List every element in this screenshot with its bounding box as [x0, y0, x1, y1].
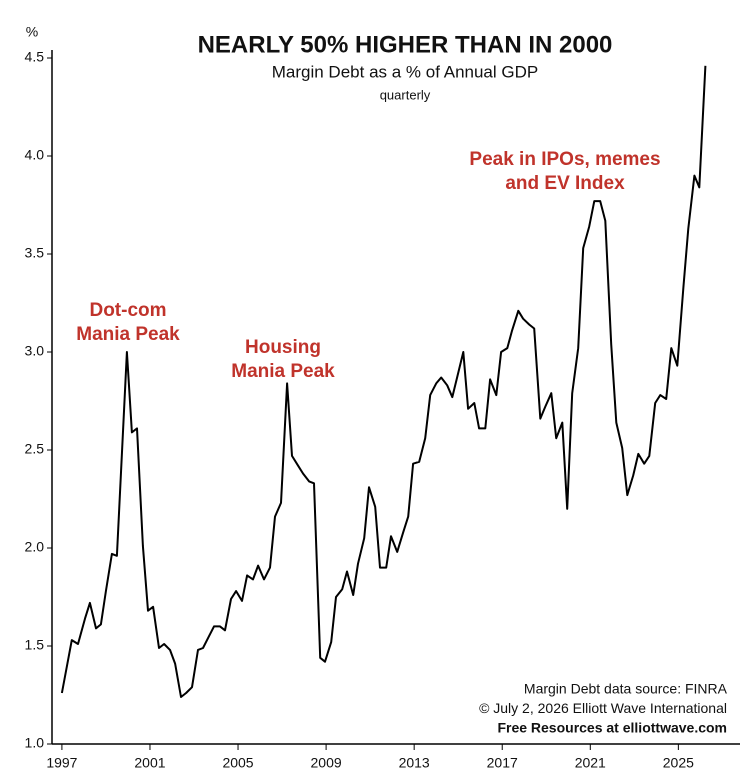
- y-tick-label: 4.5: [25, 49, 45, 65]
- y-tick-label: 1.0: [25, 735, 45, 751]
- data-line: [60, 65, 707, 698]
- x-tick-label: 2001: [134, 755, 165, 771]
- annotation: Dot-com: [89, 300, 166, 321]
- annotation: Peak in IPOs, memes: [469, 149, 660, 170]
- y-tick-label: 3.0: [25, 343, 45, 359]
- y-tick-label: 2.5: [25, 441, 45, 457]
- x-tick-label: 1997: [46, 755, 77, 771]
- annotation: Housing: [245, 337, 321, 358]
- y-tick-label: 2.0: [25, 539, 45, 555]
- y-tick-label: 4.0: [25, 147, 45, 163]
- x-tick-label: 2017: [487, 755, 518, 771]
- y-axis-label: %: [26, 24, 38, 40]
- source-note: Free Resources at elliottwave.com: [497, 720, 727, 736]
- chart-note: quarterly: [380, 87, 431, 102]
- y-tick-label: 3.5: [25, 245, 45, 261]
- annotation: Mania Peak: [231, 361, 335, 382]
- annotation: Mania Peak: [76, 324, 180, 345]
- source-note: © July 2, 2026 Elliott Wave Internationa…: [479, 700, 727, 716]
- x-tick-label: 2005: [222, 755, 253, 771]
- source-note: Margin Debt data source: FINRA: [524, 681, 728, 697]
- x-tick-label: 2021: [575, 755, 606, 771]
- x-tick-label: 2009: [311, 755, 342, 771]
- y-tick-label: 1.5: [25, 637, 45, 653]
- chart-title: NEARLY 50% HIGHER THAN IN 2000: [198, 31, 613, 58]
- x-tick-label: 2013: [399, 755, 430, 771]
- x-tick-label: 2025: [663, 755, 694, 771]
- annotation: and EV Index: [505, 173, 625, 194]
- chart-subtitle: Margin Debt as a % of Annual GDP: [272, 62, 538, 81]
